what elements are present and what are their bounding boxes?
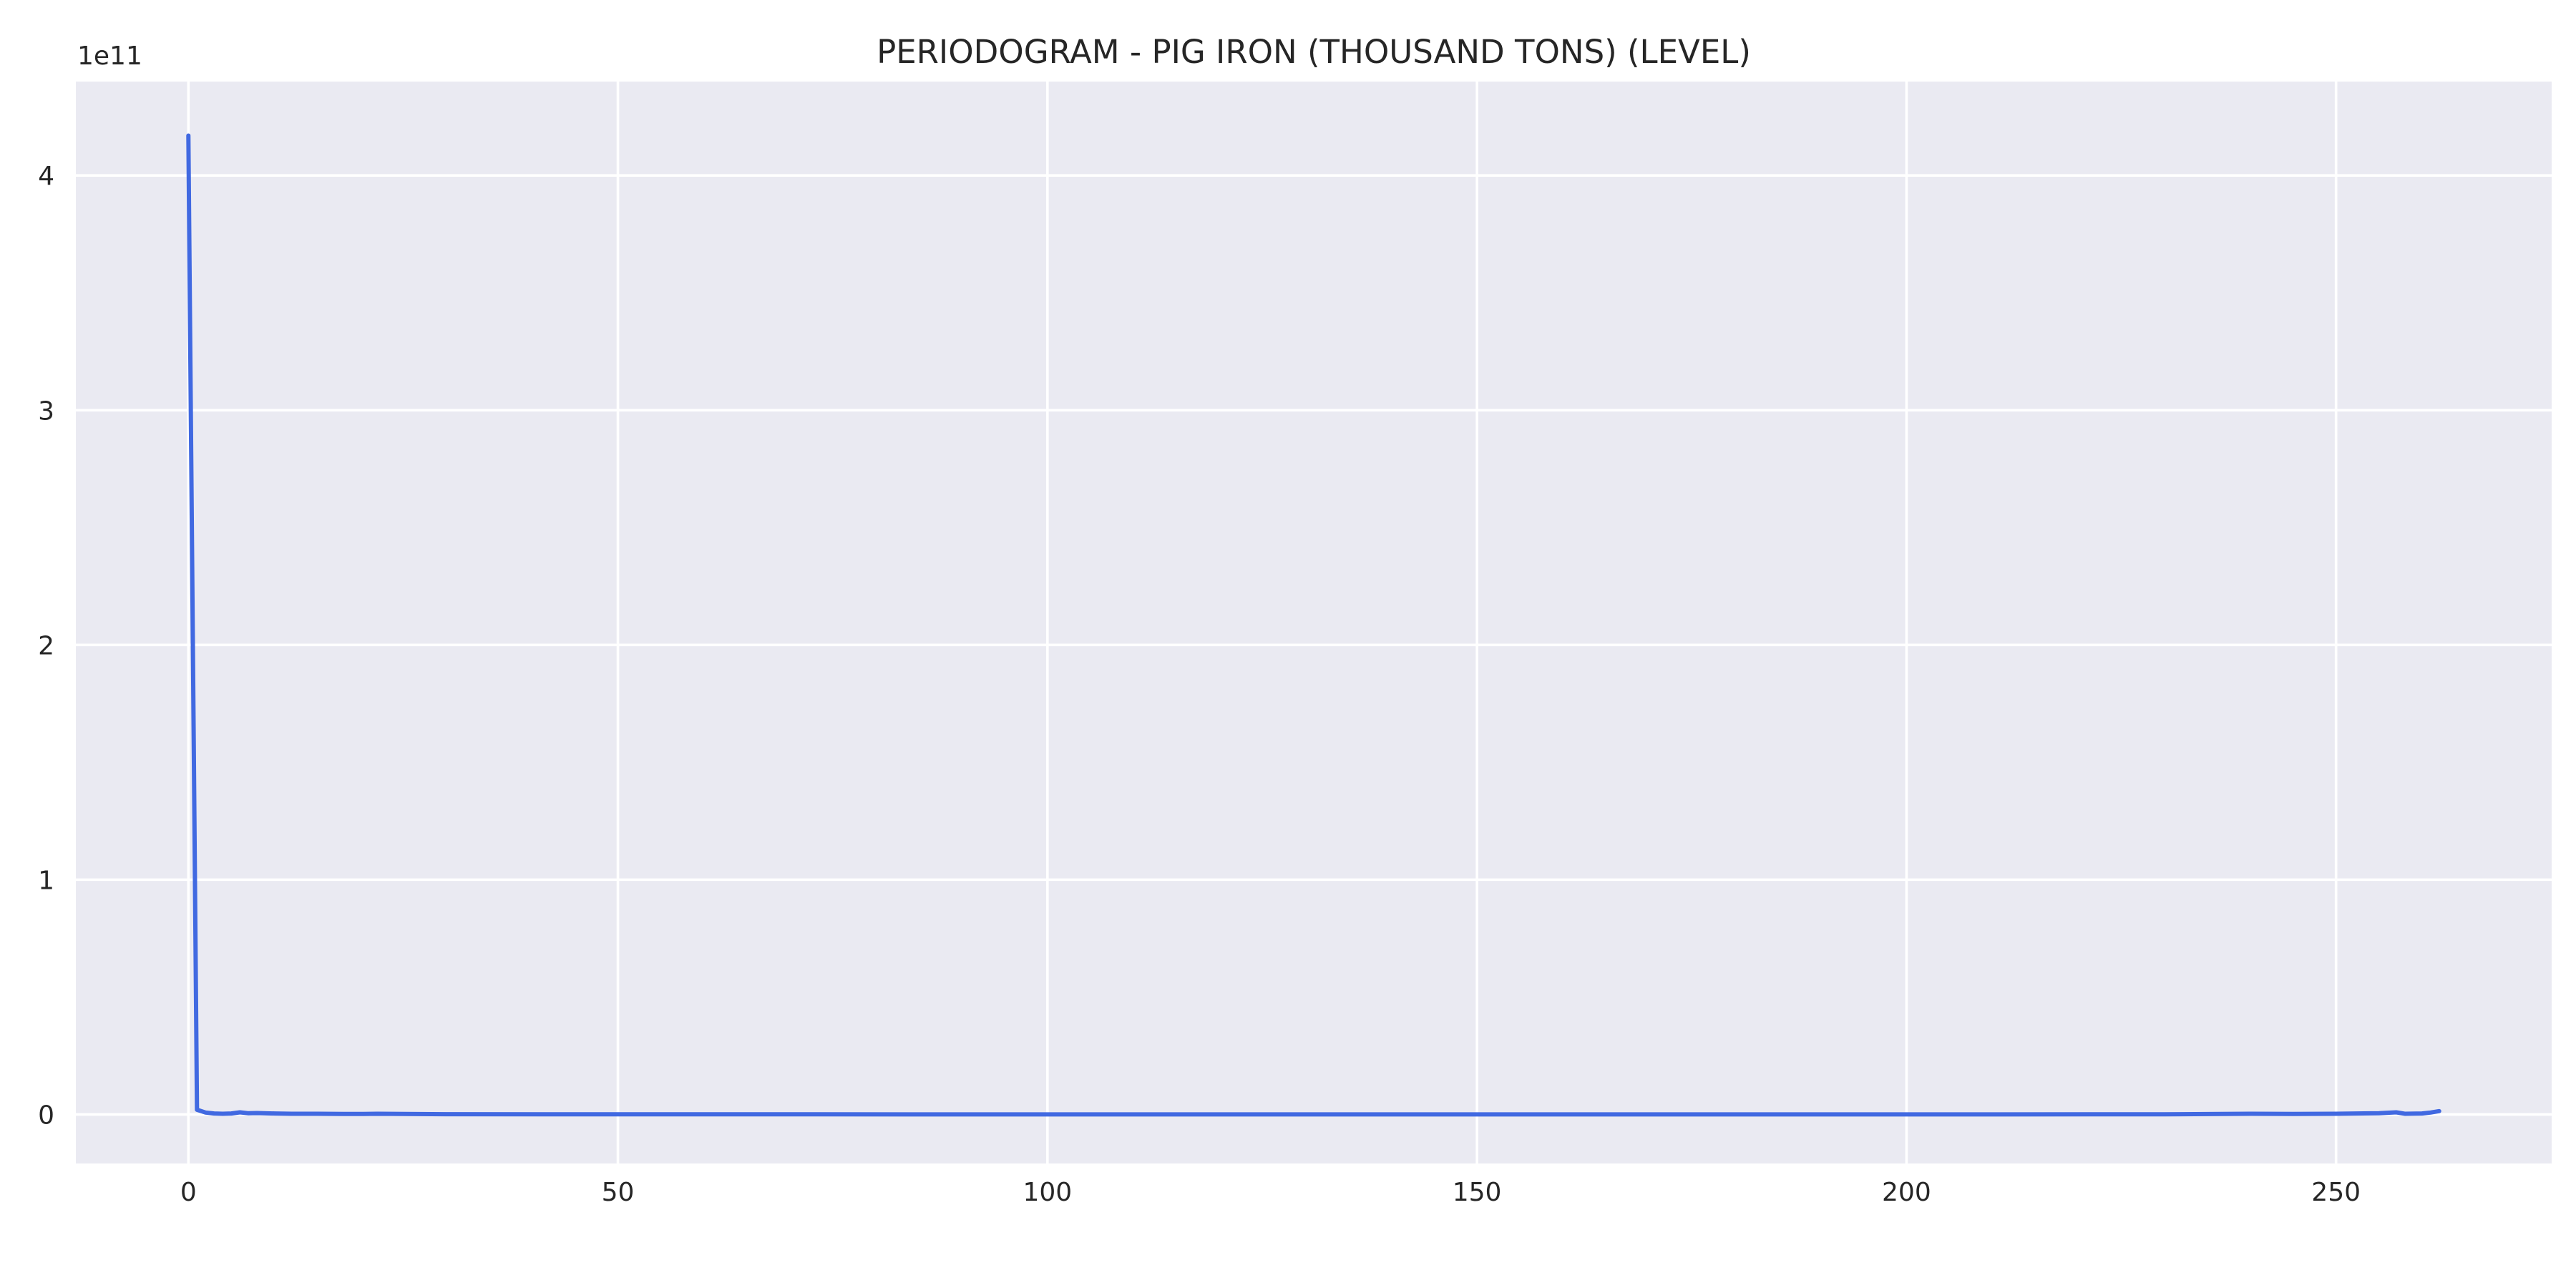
x-tick-label: 100 — [1023, 1178, 1072, 1207]
plot-area — [76, 82, 2552, 1163]
x-tick-labels: 0 50 100 150 200 250 — [180, 1178, 2361, 1207]
y-tick-label: 2 — [38, 631, 54, 660]
x-tick-label: 200 — [1882, 1178, 1931, 1207]
x-gridlines — [187, 82, 2338, 1163]
y-tick-label: 0 — [38, 1101, 54, 1130]
y-tick-label: 1 — [38, 866, 54, 895]
x-tick-label: 150 — [1453, 1178, 1502, 1207]
x-tick-label: 0 — [180, 1178, 197, 1207]
x-tick-label: 50 — [602, 1178, 635, 1207]
series-line-0 — [186, 133, 2441, 1117]
y-tick-label: 4 — [38, 162, 54, 191]
chart-title: PERIODOGRAM - PIG IRON (THOUSAND TONS) (… — [877, 33, 1751, 71]
y-tick-labels: 0 1 2 3 4 — [38, 162, 54, 1130]
series-layer — [186, 133, 2441, 1117]
y-offset-label: 1e11 — [77, 42, 142, 71]
x-tick-label: 250 — [2311, 1178, 2361, 1207]
y-tick-label: 3 — [38, 396, 54, 426]
